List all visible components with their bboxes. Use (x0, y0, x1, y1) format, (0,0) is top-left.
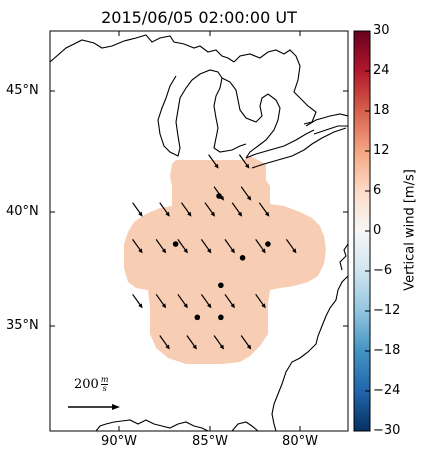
wind-vector (159, 202, 170, 217)
map-frame (49, 30, 349, 432)
station-marker (218, 282, 224, 289)
wind-vector (224, 293, 235, 309)
axis-ticks (50, 31, 348, 431)
coastlines (50, 34, 348, 431)
wind-vector (285, 239, 297, 254)
wind-vector (255, 239, 266, 254)
station-marker (216, 193, 222, 199)
scale-value: 200 (74, 377, 99, 392)
wind-vector (204, 202, 215, 217)
wind-vector (240, 335, 252, 350)
wind-vector (159, 335, 170, 350)
colorbar-tick: 12 (373, 143, 390, 158)
colorbar-tick: 18 (373, 103, 390, 118)
station-markers (172, 193, 271, 321)
wind-vectors (132, 154, 297, 350)
lon-label-90w: 90°W (101, 434, 137, 449)
wind-vector (180, 202, 192, 217)
wind-vector (177, 239, 188, 254)
wind-vector (177, 293, 188, 309)
scale-label: 200 m s (74, 375, 109, 393)
map-title: 2015/06/05 02:00:00 UT (101, 8, 297, 27)
colorbar (353, 30, 371, 432)
wind-vector (258, 202, 270, 217)
station-marker (265, 241, 271, 247)
wind-vector (200, 239, 212, 254)
colorbar-tick: −18 (373, 343, 401, 358)
wind-vector (238, 154, 250, 169)
station-marker (218, 314, 224, 321)
station-marker (194, 314, 201, 321)
lon-label-85w: 85°W (192, 434, 228, 449)
wind-vector (208, 154, 219, 169)
colorbar-tick: −6 (373, 263, 393, 278)
station-marker (239, 254, 246, 261)
lat-label-40: 40°N (6, 204, 39, 219)
wind-vector (155, 239, 167, 254)
colorbar-tick: −12 (373, 303, 401, 318)
data-region (124, 156, 326, 364)
wind-vector (155, 293, 167, 309)
wind-vector (213, 335, 225, 350)
colorbar-tick: −24 (373, 383, 401, 398)
colorbar-tick: 6 (373, 183, 382, 198)
lat-label-45: 45°N (6, 83, 39, 98)
wind-vector (240, 186, 252, 201)
colorbar-tick: 0 (373, 223, 382, 238)
station-marker (172, 241, 179, 247)
lat-label-35: 35°N (6, 318, 39, 333)
scale-arrow (68, 404, 120, 410)
wind-vector (200, 293, 212, 309)
wind-vector (132, 239, 143, 254)
wind-vector (255, 293, 266, 309)
wind-vector (132, 202, 143, 217)
wind-vector (186, 335, 197, 350)
colorbar-label: Vertical wind [m/s] (402, 169, 418, 291)
lon-label-80w: 80°W (282, 434, 318, 449)
wind-vector (224, 239, 235, 254)
wind-vector (231, 202, 243, 217)
colorbar-tick: 24 (373, 63, 390, 78)
wind-vector (132, 293, 143, 309)
colorbar-tick: −30 (373, 423, 401, 438)
colorbar-tick: 30 (373, 23, 390, 38)
